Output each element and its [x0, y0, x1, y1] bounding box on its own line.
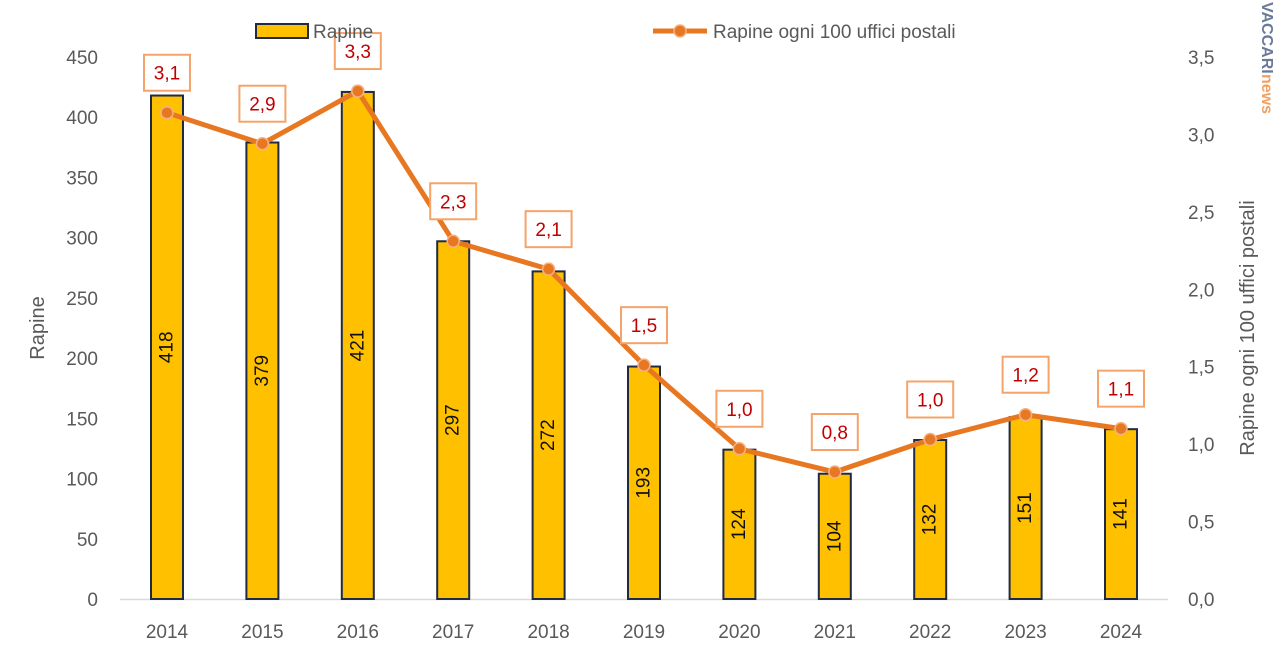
x-tick-label: 2014 — [146, 622, 189, 643]
line-point — [637, 358, 651, 372]
line-point — [1018, 407, 1033, 422]
line-label-box — [143, 53, 191, 92]
bar-value-label: 272 — [538, 419, 559, 451]
legend-line-marker — [673, 24, 687, 38]
bar — [531, 270, 566, 600]
x-tick-label: 2016 — [337, 622, 379, 643]
y-tick-label: 100 — [66, 470, 98, 491]
y-tick-label: 150 — [66, 409, 98, 430]
bar-value-label: 193 — [634, 467, 655, 499]
y2-tick-label: 0,5 — [1188, 513, 1214, 534]
bar — [245, 141, 280, 600]
line-value-label: 2,1 — [535, 220, 561, 241]
bar-value-label: 141 — [1111, 498, 1132, 530]
line-value-label: 1,1 — [1108, 380, 1134, 401]
y2-tick-label: 1,0 — [1188, 435, 1214, 456]
legend: Rapine Rapine ogni 100 uffici postali — [255, 22, 956, 43]
y2-tick-label: 0,0 — [1188, 590, 1214, 611]
y-tick-label: 250 — [66, 289, 98, 310]
line-point — [923, 432, 937, 447]
watermark-part1: VACCARI — [1258, 2, 1275, 74]
x-tick-label: 2015 — [241, 622, 283, 643]
x-tick-label: 2020 — [718, 622, 760, 643]
y2-tick-label: 2,0 — [1188, 280, 1214, 301]
line-value-label: 1,5 — [631, 316, 657, 337]
y-tick-label: 200 — [66, 349, 98, 370]
y-tick-label: 450 — [66, 48, 98, 69]
bar-value-label: 421 — [347, 330, 368, 362]
legend-label-rate: Rapine ogni 100 uffici postali — [713, 22, 956, 43]
bar-value-label: 124 — [729, 508, 750, 540]
bar-value-label: 151 — [1015, 492, 1036, 524]
y2-tick-label: 1,5 — [1188, 358, 1214, 379]
bar — [722, 448, 757, 600]
bar — [627, 365, 661, 601]
bar — [150, 94, 184, 600]
line-label-box — [524, 210, 573, 249]
line-point — [351, 84, 365, 98]
line-label-box — [429, 182, 478, 221]
line-value-label: 3,3 — [345, 42, 371, 63]
line-label-box — [1001, 355, 1050, 394]
line-point — [732, 442, 747, 456]
line-value-label: 0,8 — [822, 423, 848, 444]
bar — [1008, 416, 1043, 600]
y-tick-label: 0 — [87, 590, 98, 611]
line-value-label: 3,1 — [154, 64, 180, 85]
bar — [913, 439, 948, 600]
watermark: VACCARI news — [1258, 2, 1275, 114]
y2-axis-label: Rapine ogni 100 uffici postali — [1237, 200, 1259, 455]
y2-tick-label: 3,5 — [1188, 48, 1214, 69]
y-axis-label: Rapine — [27, 296, 49, 359]
line-point — [1114, 421, 1128, 436]
x-tick-label: 2018 — [527, 622, 569, 643]
legend-bar-swatch — [255, 23, 309, 39]
line-label-box — [715, 389, 764, 428]
line-point — [255, 136, 270, 151]
x-tick-label: 2023 — [1004, 622, 1046, 643]
bar — [817, 472, 852, 600]
x-tick-label: 2021 — [814, 622, 856, 643]
line-point — [828, 465, 842, 479]
line-value-label: 2,9 — [249, 95, 275, 116]
x-tick-label: 2022 — [909, 622, 951, 643]
line-point — [160, 105, 174, 120]
line-label-box — [810, 413, 859, 452]
y-tick-label: 50 — [77, 530, 98, 551]
line-value-label: 2,3 — [440, 192, 466, 213]
line-label-box — [620, 306, 668, 345]
y-tick-label: 350 — [66, 168, 98, 189]
x-tick-label: 2019 — [623, 622, 665, 643]
x-tick-label: 2024 — [1100, 622, 1143, 643]
line-label-box — [333, 32, 382, 71]
watermark-part2: news — [1258, 74, 1275, 114]
bar-value-label: 132 — [920, 504, 941, 536]
line-value-label: 1,0 — [726, 400, 752, 421]
bar-value-label: 379 — [252, 355, 273, 387]
line-label-box — [906, 380, 955, 419]
y2-tick-label: 3,0 — [1188, 125, 1214, 146]
bar — [1104, 428, 1138, 600]
line-label-box — [238, 84, 287, 123]
bar-value-label: 104 — [824, 520, 845, 552]
y-tick-label: 400 — [66, 108, 98, 129]
bar-value-label: 418 — [157, 331, 178, 363]
line-label-box — [1097, 369, 1145, 408]
bar-value-label: 297 — [443, 404, 464, 436]
bar — [436, 240, 471, 600]
legend-label-rapine: Rapine — [313, 22, 373, 43]
line-value-label: 1,0 — [917, 390, 943, 411]
line-point — [541, 262, 556, 276]
x-tick-label: 2017 — [432, 622, 474, 643]
line-point — [446, 234, 460, 249]
y-tick-label: 300 — [66, 229, 98, 250]
y2-tick-label: 2,5 — [1188, 203, 1214, 224]
line-value-label: 1,2 — [1012, 366, 1038, 387]
